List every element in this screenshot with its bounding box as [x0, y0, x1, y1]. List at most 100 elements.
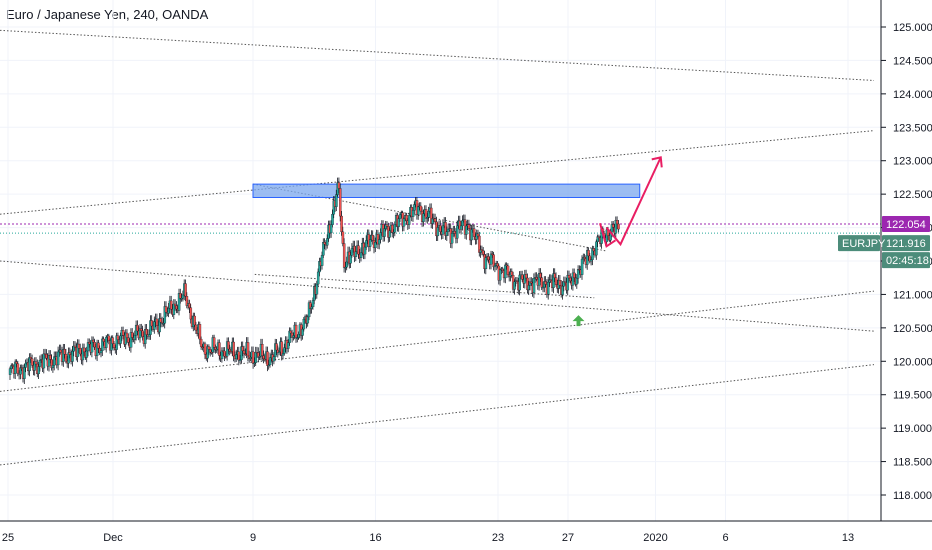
candle-body — [402, 218, 406, 227]
last-price-badge-bg — [882, 235, 930, 252]
symbol-badge-text: EURJPY — [842, 238, 886, 250]
candle-body — [493, 265, 497, 268]
candle-body — [329, 224, 333, 234]
symbol-badge-bg — [838, 235, 880, 252]
candle — [24, 359, 27, 373]
candle-body — [267, 364, 271, 367]
candle-body — [518, 274, 521, 291]
y-tick-label: 125.000 — [893, 22, 932, 34]
candle — [16, 360, 20, 377]
candle-body — [426, 217, 429, 219]
candle-body — [427, 211, 430, 218]
candle-body — [297, 334, 300, 338]
candle-body — [535, 277, 538, 280]
candle — [417, 203, 420, 220]
candle — [90, 336, 94, 358]
y-tick-label: 122.500 — [893, 189, 932, 201]
candle — [368, 234, 372, 252]
candle-body — [306, 316, 310, 324]
candle-body — [145, 329, 148, 335]
x-tick-label: 13 — [842, 532, 854, 544]
candle-body — [315, 283, 319, 295]
candle — [107, 333, 111, 345]
candle — [251, 346, 255, 369]
candle — [301, 326, 304, 340]
candle-body — [127, 337, 130, 343]
candle — [329, 220, 333, 238]
candle — [184, 279, 187, 302]
candle-body — [203, 343, 207, 355]
candle-body — [71, 351, 74, 362]
candle — [175, 301, 178, 314]
candle-body — [553, 273, 557, 278]
candle-body — [199, 338, 203, 347]
candle-body — [331, 213, 334, 225]
candle — [340, 210, 343, 236]
y-tick-label: 118.000 — [893, 490, 932, 502]
candle-body — [354, 251, 358, 257]
candle-body — [310, 306, 313, 309]
candle-body — [612, 224, 615, 228]
candle — [23, 364, 26, 385]
countdown-badge: 02:45:18 — [882, 252, 930, 269]
candle — [19, 364, 22, 380]
candle — [342, 238, 346, 273]
candle-body — [472, 228, 476, 237]
candle — [537, 268, 541, 291]
candle — [315, 280, 319, 299]
candle — [316, 268, 320, 287]
candle-body — [349, 255, 352, 264]
x-tick-label: Dec — [103, 532, 123, 544]
candle — [379, 228, 382, 244]
candle-body — [97, 342, 100, 349]
candle — [220, 347, 224, 363]
candle-body — [198, 324, 202, 340]
candle — [458, 215, 462, 234]
x-tick-label: 2020 — [643, 532, 667, 544]
candle-body — [487, 256, 490, 261]
candle — [76, 339, 79, 363]
candle-body — [241, 346, 245, 351]
candle — [595, 239, 598, 260]
candle-body — [345, 261, 349, 268]
candle-body — [228, 348, 232, 352]
candle-body — [341, 231, 345, 244]
candle — [405, 212, 408, 225]
candle-body — [56, 351, 60, 366]
candle — [547, 276, 550, 300]
candle-body — [258, 356, 261, 358]
candle-body — [374, 242, 377, 249]
candle — [427, 206, 430, 222]
candle-body — [470, 229, 473, 241]
y-tick-label: 121.000 — [893, 289, 932, 301]
candle — [461, 215, 464, 231]
candle-body — [456, 225, 459, 239]
candle-body — [254, 352, 258, 363]
candle-body — [484, 257, 488, 270]
candle-body — [184, 283, 187, 297]
candle — [413, 201, 416, 215]
candle — [111, 335, 115, 349]
candle-body — [136, 324, 139, 332]
candle-body — [615, 220, 619, 225]
candle-body — [450, 233, 454, 244]
trendline — [0, 29, 875, 81]
candle-body — [524, 274, 528, 279]
candle-body — [501, 268, 505, 271]
candle-body — [436, 227, 440, 237]
candle-body — [461, 220, 464, 227]
candle-body — [294, 324, 298, 338]
candle — [124, 329, 128, 350]
candle — [198, 321, 202, 345]
candle — [62, 343, 65, 367]
candle-body — [93, 341, 96, 348]
candle-body — [249, 357, 252, 359]
candle — [193, 312, 196, 331]
candle-body — [14, 361, 17, 374]
arrow-head-up — [651, 156, 663, 168]
candle — [388, 227, 391, 242]
candle-body — [292, 335, 295, 338]
candle-body — [175, 305, 178, 310]
candle-body — [251, 351, 255, 364]
